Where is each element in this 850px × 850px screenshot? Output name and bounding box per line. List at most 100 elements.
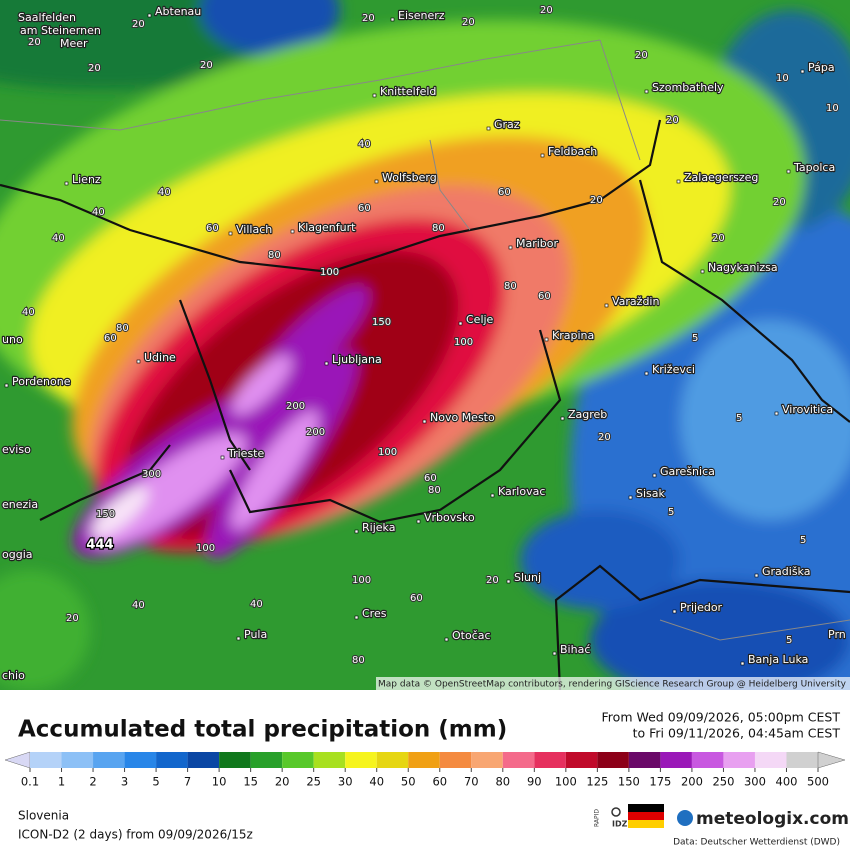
city-label: Lienz: [72, 173, 101, 186]
colorbar-segment: [219, 752, 251, 768]
city-label: Klagenfurt: [298, 221, 356, 234]
city-dot: [508, 245, 513, 250]
city-label: Celje: [466, 313, 494, 326]
city-dot: [444, 637, 449, 642]
colorbar-label: 1: [58, 775, 65, 789]
colorbar-segment: [250, 752, 283, 768]
city-dot: [644, 89, 649, 94]
city-dot: [290, 229, 295, 234]
city-label: Meer: [60, 37, 88, 50]
contour-label: 80: [428, 485, 441, 496]
city-dot: [416, 519, 421, 524]
city-label: am Steinernen: [20, 24, 101, 37]
contour-label: 20: [540, 5, 553, 16]
city-dot: [4, 383, 9, 388]
city-dot: [754, 573, 759, 578]
city-label: Trieste: [227, 447, 264, 460]
contour-label: 150: [372, 317, 391, 328]
city-label: Udine: [144, 351, 176, 364]
city-label: Tapolca: [793, 161, 835, 174]
city-label: Ljubljana: [332, 353, 382, 366]
city-dot: [800, 69, 805, 74]
city-label: Pordenone: [12, 375, 71, 388]
colorbar-label: 150: [618, 775, 640, 789]
colorbar-label: 5: [152, 775, 159, 789]
colorbar-label: 2: [89, 775, 96, 789]
colorbar-label: 30: [338, 775, 353, 789]
contour-label: 40: [52, 233, 65, 244]
city-dot: [422, 419, 427, 424]
colorbar-label: 175: [649, 775, 671, 789]
colorbar-label: 7: [184, 775, 191, 789]
region-lines: [0, 39, 850, 641]
city-dot: [740, 661, 745, 666]
colorbar-label: 500: [807, 775, 829, 789]
contour-label: 60: [410, 593, 423, 604]
city-dot: [354, 529, 359, 534]
city-dot: [136, 359, 141, 364]
contour-label: 20: [362, 13, 375, 24]
max-value: 444: [86, 538, 113, 553]
colorbar-label: 90: [527, 775, 542, 789]
colorbar-segment: [628, 752, 661, 768]
colorbar: 0.1 1 2 3 5 7 10 15 20 25 30 40 50 60 70 80 90 100 125 150 1…: [4, 751, 846, 789]
colorbar-segment: [187, 752, 220, 768]
contour-label: 60: [538, 291, 551, 302]
colorbar-segment: [597, 752, 629, 768]
city-dot: [700, 269, 705, 274]
contour-label: 100: [196, 543, 215, 554]
colorbar-segment: [439, 752, 472, 768]
contour-label: 20: [635, 50, 648, 61]
contour-label: 60: [358, 203, 371, 214]
colorbar-label: 100: [555, 775, 577, 789]
city-label: Bihać: [560, 643, 590, 656]
city-label: Eisenerz: [398, 9, 445, 22]
city-dot: [372, 93, 377, 98]
city-dot: [354, 615, 359, 620]
colorbar-label: 15: [243, 775, 258, 789]
contour-label: 80: [504, 281, 517, 292]
contour-label: 200: [306, 427, 325, 438]
colorbar-segment: [124, 752, 157, 768]
borders: [0, 119, 850, 690]
contour-label: 40: [358, 139, 371, 150]
city-label: chio: [2, 669, 25, 682]
contour-label: 5: [736, 413, 742, 424]
city-dot: [544, 337, 549, 342]
model-run: ICON-D2 (2 days) from 09/09/2026/15z: [18, 828, 253, 842]
city-label: Vrbovsko: [424, 511, 475, 524]
contour-label: 20: [712, 233, 725, 244]
city-label: Gradiška: [762, 565, 810, 578]
legend-title: Accumulated total precipitation (mm): [18, 717, 507, 743]
city-dot: [786, 169, 791, 174]
city-label: Banja Luka: [748, 653, 808, 666]
city-dot: [220, 455, 225, 460]
contour-label: 20: [88, 63, 101, 74]
city-dot: [64, 181, 69, 186]
colorbar-label: 70: [464, 775, 479, 789]
period-from: From Wed 09/09/2026, 05:00pm CEST: [602, 710, 841, 725]
city-label: enezia: [2, 498, 38, 511]
contour-label: 40: [158, 187, 171, 198]
city-label: Saalfelden: [18, 11, 76, 24]
german-flag: [628, 804, 664, 828]
city-dot: [774, 411, 779, 416]
contour-label: 20: [200, 60, 213, 71]
city-dot: [458, 321, 463, 326]
colorbar-label: 400: [776, 775, 798, 789]
contour-label: 150: [96, 509, 115, 520]
city-label: Karlovac: [498, 485, 545, 498]
city-dot: [644, 371, 649, 376]
contour-label: 20: [598, 432, 611, 443]
city-label: Feldbach: [548, 145, 597, 158]
colorbar-segment: [30, 752, 62, 768]
city-dot: [374, 179, 379, 184]
colorbar-segment: [345, 752, 377, 768]
contour-label: 60: [104, 333, 117, 344]
data-source: Data: Deutscher Wetterdienst (DWD): [673, 838, 840, 848]
colorbar-segment: [376, 752, 409, 768]
city-label: eviso: [2, 443, 31, 456]
city-dot: [490, 493, 495, 498]
contour-label: 10: [826, 103, 839, 114]
